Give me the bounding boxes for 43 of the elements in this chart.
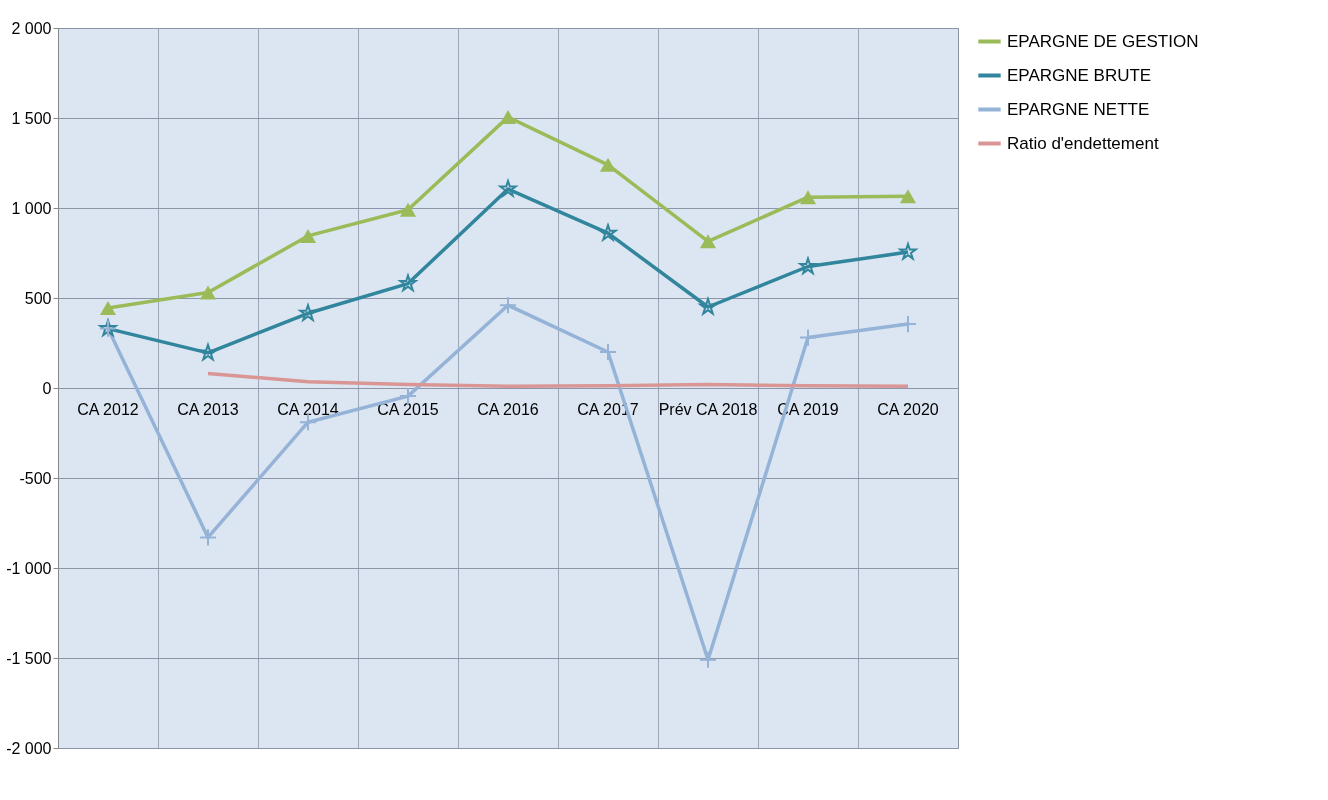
y-tick-label: 500 [24, 289, 52, 307]
y-tick-label: -1 500 [6, 649, 52, 667]
point [598, 342, 618, 362]
point [198, 528, 218, 547]
point [399, 202, 417, 217]
point [299, 304, 317, 321]
x-tick-label: CA 2020 [877, 401, 939, 418]
y-tick-label: 0 [42, 379, 52, 397]
y-tick-label: 2 000 [11, 19, 52, 37]
point [899, 243, 917, 260]
point [699, 234, 717, 249]
point [199, 285, 217, 300]
y-tick-label: -500 [19, 469, 52, 487]
legend-label: EPARGNE NETTE [1007, 99, 1150, 119]
point [499, 180, 517, 197]
legend-label: EPARGNE BRUTE [1007, 65, 1152, 85]
point [498, 296, 518, 315]
point [899, 189, 917, 204]
point [199, 341, 217, 362]
x-tick-label: Prév CA 2018 [658, 401, 758, 418]
point [599, 157, 617, 172]
point [699, 297, 717, 315]
y-tick-label: 1 000 [11, 199, 52, 217]
x-tick-label: CA 2012 [77, 401, 139, 418]
y-tick-label: -2 000 [6, 739, 52, 757]
point [99, 300, 117, 315]
point [698, 650, 718, 669]
legend-label: EPARGNE DE GESTION [1007, 31, 1199, 51]
legend-label: Ratio d'endettement [1007, 133, 1159, 153]
y-tick-label: 1 500 [11, 109, 52, 127]
x-tick-label: CA 2013 [177, 401, 239, 418]
point [298, 413, 318, 432]
point [798, 328, 818, 347]
point [898, 315, 918, 334]
x-tick-label: CA 2016 [477, 401, 539, 418]
line-series [206, 371, 910, 388]
point [299, 228, 317, 243]
x-tick-label: CA 2014 [277, 401, 339, 418]
y-tick-label: -1 000 [6, 559, 52, 577]
point [599, 224, 617, 241]
point [799, 257, 817, 275]
point [499, 110, 517, 125]
point [799, 190, 817, 205]
